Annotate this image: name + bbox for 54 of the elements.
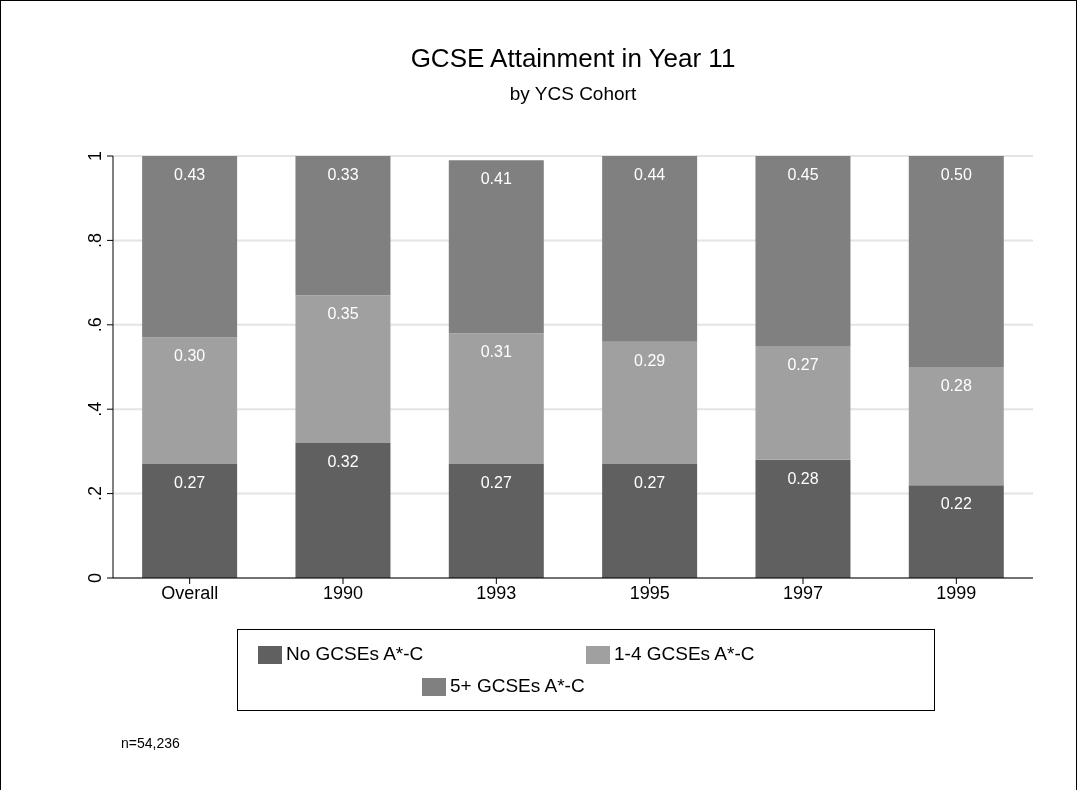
data-label: 0.50 xyxy=(940,166,972,183)
data-label: 0.27 xyxy=(480,474,512,492)
data-label: 0.41 xyxy=(480,170,512,188)
data-label: 0.27 xyxy=(787,355,819,373)
bar xyxy=(142,464,238,578)
bar xyxy=(448,333,544,465)
data-label: 0.28 xyxy=(940,377,972,394)
y-tick-label: 0 xyxy=(85,572,105,584)
bar xyxy=(295,156,391,296)
x-tick-label: Overall xyxy=(161,582,219,603)
bar xyxy=(295,295,391,443)
x-tick-label: 1990 xyxy=(322,582,364,603)
data-label: 0.44 xyxy=(634,166,666,183)
data-label: 0.27 xyxy=(174,474,206,492)
data-label: 0.29 xyxy=(634,351,666,369)
data-label: 0.30 xyxy=(174,347,206,365)
y-tick-label: 1 xyxy=(85,150,105,162)
text: n=54,236 xyxy=(121,735,180,751)
x-tick-label: 1993 xyxy=(476,582,517,603)
bar xyxy=(602,464,698,578)
legend-label: 5+ GCSEs A*-C xyxy=(450,674,586,698)
bar xyxy=(142,337,238,465)
y-tick-label: .8 xyxy=(85,232,105,248)
x-tick-label: 1997 xyxy=(782,582,824,603)
legend-label: 1-4 GCSEs A*-C xyxy=(614,642,756,666)
data-label: 0.35 xyxy=(327,305,359,323)
bar xyxy=(755,459,851,578)
chart-subtitle: by YCS Cohort xyxy=(508,83,638,105)
x-tick-label: 1999 xyxy=(936,582,977,603)
bar xyxy=(755,156,851,346)
bar xyxy=(908,485,1004,578)
bar xyxy=(448,160,544,334)
bar xyxy=(908,367,1004,486)
data-label: 0.31 xyxy=(480,343,512,361)
data-label: 0.28 xyxy=(787,469,819,487)
y-tick-label: .4 xyxy=(85,401,105,417)
bar xyxy=(755,345,851,460)
data-label: 0.27 xyxy=(634,474,666,492)
chart-title: GCSE Attainment in Year 11 xyxy=(409,43,737,74)
data-label: 0.43 xyxy=(174,166,206,183)
bar xyxy=(908,156,1004,367)
data-label: 0.45 xyxy=(787,166,819,183)
x-tick-label: 1995 xyxy=(629,582,670,603)
bar xyxy=(295,442,391,578)
y-tick-label: .2 xyxy=(85,486,105,502)
data-label: 0.33 xyxy=(327,166,359,183)
data-label: 0.22 xyxy=(940,495,972,513)
bar xyxy=(142,156,238,338)
y-tick-label: .6 xyxy=(85,317,105,333)
legend-label: No GCSEs A*-C xyxy=(286,642,425,666)
bar xyxy=(448,464,544,578)
bar xyxy=(602,156,698,342)
bar xyxy=(602,341,698,465)
data-label: 0.32 xyxy=(327,452,359,470)
